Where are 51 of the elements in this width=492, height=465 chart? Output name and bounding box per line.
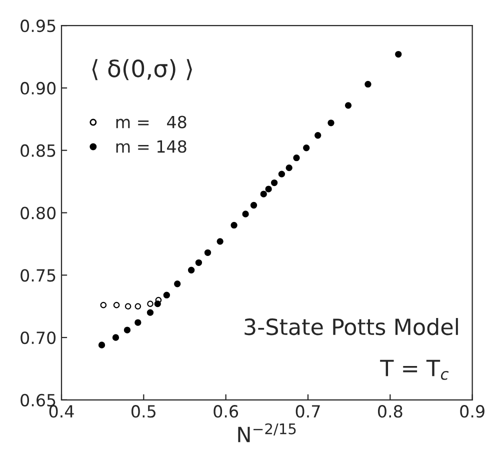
point xyxy=(344,102,352,109)
point xyxy=(230,222,238,229)
point xyxy=(278,170,286,178)
point xyxy=(163,292,170,298)
x-tick-label: 0.7 xyxy=(296,405,320,418)
point xyxy=(188,266,195,274)
point xyxy=(124,326,131,334)
point xyxy=(112,334,120,341)
point xyxy=(314,132,322,139)
y-tick-label: 0.65 xyxy=(20,394,56,406)
point xyxy=(195,259,202,266)
point xyxy=(124,303,132,310)
point xyxy=(146,309,154,316)
annotation: ⟨ δ(0,σ) ⟩ xyxy=(92,59,192,80)
point xyxy=(134,303,142,310)
point xyxy=(216,238,224,245)
x-tick-label: 0.5 xyxy=(132,405,156,418)
point xyxy=(303,144,310,152)
point xyxy=(242,210,249,218)
point xyxy=(270,179,278,186)
point xyxy=(328,120,334,126)
x-axis-title: N$^{−2/15}$ xyxy=(238,423,296,442)
point xyxy=(100,302,107,308)
y-tick-label: 0.80 xyxy=(20,206,56,220)
y-tick-label: 0.95 xyxy=(20,20,56,32)
y-tick-label: 0.75 xyxy=(20,269,56,282)
point xyxy=(395,50,402,58)
annotation: 3-State Potts Model xyxy=(244,318,458,336)
point xyxy=(154,300,161,308)
point xyxy=(204,249,212,256)
point xyxy=(147,300,154,307)
x-tick-label: 0.4 xyxy=(49,405,74,418)
point xyxy=(286,164,292,172)
point xyxy=(174,280,181,288)
y-tick-label: 0.85 xyxy=(20,144,56,157)
legend-label: m = 148 xyxy=(116,140,186,153)
point xyxy=(113,302,120,308)
x-tick-label: 0.6 xyxy=(214,405,238,418)
x-tick-label: 0.8 xyxy=(378,405,402,418)
point xyxy=(364,80,372,88)
point xyxy=(134,319,142,326)
x-tick-label: 0.9 xyxy=(460,405,484,418)
point xyxy=(265,186,272,192)
annotation: T = T$_{c}$ xyxy=(380,360,449,380)
point xyxy=(250,202,258,209)
point xyxy=(293,154,300,162)
legend-label: m = 48 xyxy=(116,116,186,128)
y-tick-label: 0.90 xyxy=(20,82,56,95)
point xyxy=(98,342,106,348)
y-tick-label: 0.70 xyxy=(20,331,56,344)
point xyxy=(260,190,267,198)
